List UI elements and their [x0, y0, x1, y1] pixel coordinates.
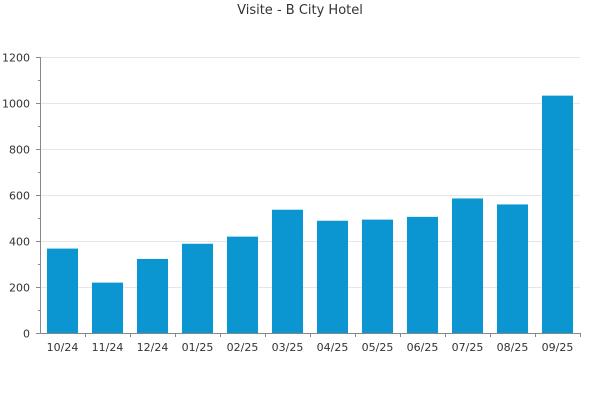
y-tick-label: 600 — [9, 190, 30, 203]
bars — [46, 95, 574, 333]
y-tick-labels: 0 200 400 600 800 1000 1200 — [2, 52, 30, 341]
x-tick-label: 09/25 — [542, 341, 574, 354]
x-tick-label: 01/25 — [182, 341, 214, 354]
x-tick-label: 08/25 — [497, 341, 529, 354]
bar-09-25 — [541, 95, 574, 333]
bar-02-25 — [226, 236, 259, 333]
bar-04-25 — [316, 220, 349, 333]
bar-12-24 — [136, 258, 169, 333]
y-tick-label: 1200 — [2, 52, 30, 65]
y-tick-label: 800 — [9, 144, 30, 157]
y-tick-label: 400 — [9, 236, 30, 249]
bar-01-25 — [181, 243, 214, 333]
x-tick-label: 11/24 — [92, 341, 124, 354]
bar-11-24 — [91, 282, 124, 333]
bar-10-24 — [46, 248, 79, 333]
bar-05-25 — [361, 219, 394, 333]
chart-title: Visite - B City Hotel — [237, 3, 363, 18]
y-tick-label: 1000 — [2, 98, 30, 111]
x-tick-label: 04/25 — [317, 341, 349, 354]
grid-layer — [40, 57, 580, 288]
bar-07-25 — [451, 198, 484, 333]
axes — [36, 57, 581, 337]
bar-06-25 — [406, 216, 439, 333]
y-tick-label: 0 — [23, 328, 30, 341]
y-tick-label: 200 — [9, 282, 30, 295]
bar-08-25 — [496, 204, 529, 333]
x-tick-labels: 10/24 11/24 12/24 01/25 02/25 03/25 04/25 05/25… — [47, 341, 574, 354]
bar-03-25 — [271, 209, 304, 333]
x-tick-label: 07/25 — [452, 341, 484, 354]
x-tick-label: 12/24 — [137, 341, 169, 354]
x-tick-label: 03/25 — [272, 341, 304, 354]
x-tick-label: 05/25 — [362, 341, 394, 354]
x-tick-label: 02/25 — [227, 341, 259, 354]
x-tick-label: 06/25 — [407, 341, 439, 354]
x-tick-label: 10/24 — [47, 341, 79, 354]
